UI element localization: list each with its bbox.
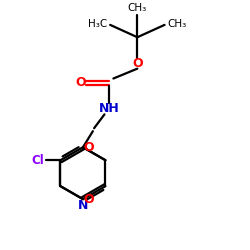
Text: O: O bbox=[83, 141, 94, 154]
Text: Cl: Cl bbox=[32, 154, 44, 167]
Text: H₃C: H₃C bbox=[88, 19, 108, 29]
Text: O: O bbox=[132, 57, 143, 70]
Text: CH₃: CH₃ bbox=[128, 3, 147, 13]
Text: CH₃: CH₃ bbox=[167, 19, 186, 29]
Text: N: N bbox=[78, 199, 88, 212]
Text: O: O bbox=[75, 76, 86, 90]
Text: NH: NH bbox=[98, 102, 119, 116]
Text: O: O bbox=[83, 193, 94, 206]
